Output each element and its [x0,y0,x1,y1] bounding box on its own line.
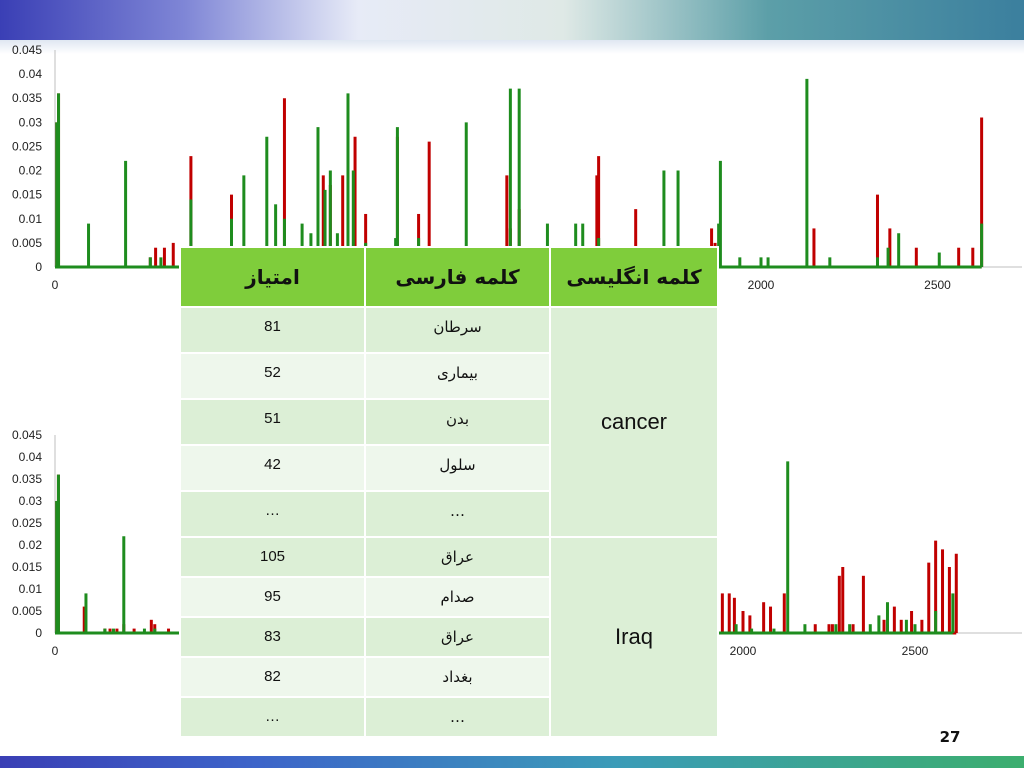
y-tick-label: 0.035 [12,91,42,105]
y-tick-label: 0.015 [12,188,42,202]
y-tick-label: 0.015 [12,560,42,574]
table-row: بغداد 82 [179,656,718,698]
group-english-word: Iraq [549,536,719,738]
score-cell: 83 [179,616,366,658]
group-english-word: cancer [549,306,719,538]
y-tick-label: 0.035 [12,472,42,486]
table-row: … … [179,696,718,738]
word-table: کلمه انگلیسی کلمه فارسی امتیاز cancer سر… [179,246,719,738]
score-cell: 95 [179,576,366,618]
bottom-decorative-bar [0,756,1024,768]
table-row: عراق 83 [179,616,718,658]
score-cell: 42 [179,444,366,492]
score-cell: 105 [179,536,366,578]
score-cell: 51 [179,398,366,446]
persian-word: … [364,696,551,738]
top-decorative-fade [0,40,1024,54]
persian-word: سرطان [364,306,551,354]
persian-word: بغداد [364,656,551,698]
score-cell: … [179,696,366,738]
persian-word: عراق [364,616,551,658]
table-row: … … [179,490,718,538]
persian-word: بیماری [364,352,551,400]
y-tick-label: 0.01 [19,582,43,596]
table-row: بدن 51 [179,398,718,446]
y-tick-label: 0.025 [12,516,42,530]
y-tick-label: 0.02 [19,538,43,552]
table-row: بیماری 52 [179,352,718,400]
x-tick-label: 2000 [748,278,775,292]
x-tick-label: 2000 [730,644,757,658]
table-group-cancer: cancer سرطان 81 بیماری 52 بدن 51 سلول 42… [179,306,719,538]
y-tick-label: 0.045 [12,428,42,442]
x-tick-label: 0 [52,278,59,292]
y-tick-label: 0.04 [19,450,43,464]
persian-word: بدن [364,398,551,446]
x-tick-label: 0 [52,644,59,658]
score-cell: 82 [179,656,366,698]
persian-word: صدام [364,576,551,618]
y-tick-label: 0.04 [19,67,43,81]
header-persian: کلمه فارسی [364,246,551,308]
y-tick-label: 0.03 [19,115,43,129]
persian-word: سلول [364,444,551,492]
table-row: cancer سرطان 81 [179,306,719,538]
y-tick-label: 0 [35,260,42,274]
table-row: Iraq عراق 105 [179,536,719,738]
score-cell: 52 [179,352,366,400]
header-score: امتیاز [179,246,366,308]
y-tick-label: 0.025 [12,139,42,153]
y-tick-label: 0.005 [12,604,42,618]
score-cell: … [179,490,366,538]
page-number: 27 [939,728,961,746]
y-tick-label: 0.005 [12,236,42,250]
y-tick-label: 0 [35,626,42,640]
persian-word: عراق [364,536,551,578]
table-group-iraq: Iraq عراق 105 صدام 95 عراق 83 بغداد 82 …… [179,536,719,738]
table-row: سلول 42 [179,444,718,492]
y-tick-label: 0.02 [19,164,43,178]
x-tick-label: 2500 [902,644,929,658]
y-tick-label: 0.01 [19,212,43,226]
persian-word: … [364,490,551,538]
table-header-row: کلمه انگلیسی کلمه فارسی امتیاز [179,246,719,308]
header-english: کلمه انگلیسی [549,246,719,308]
y-tick-label: 0.045 [12,43,42,57]
table-row: صدام 95 [179,576,718,618]
top-decorative-bar [0,0,1024,40]
y-tick-label: 0.03 [19,494,43,508]
score-cell: 81 [179,306,366,354]
x-tick-label: 2500 [924,278,951,292]
